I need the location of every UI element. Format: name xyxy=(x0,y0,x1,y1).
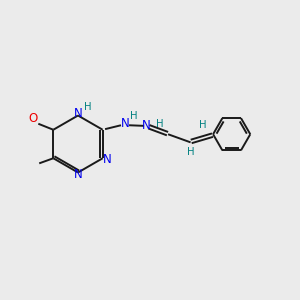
Text: H: H xyxy=(130,111,137,121)
Text: N: N xyxy=(121,117,130,130)
Text: H: H xyxy=(156,119,164,129)
Text: N: N xyxy=(142,119,151,132)
Text: N: N xyxy=(103,153,112,166)
Text: H: H xyxy=(84,101,91,112)
Text: N: N xyxy=(74,106,83,120)
Text: H: H xyxy=(188,147,195,157)
Text: H: H xyxy=(199,120,206,130)
Text: N: N xyxy=(74,168,82,181)
Text: O: O xyxy=(28,112,38,125)
